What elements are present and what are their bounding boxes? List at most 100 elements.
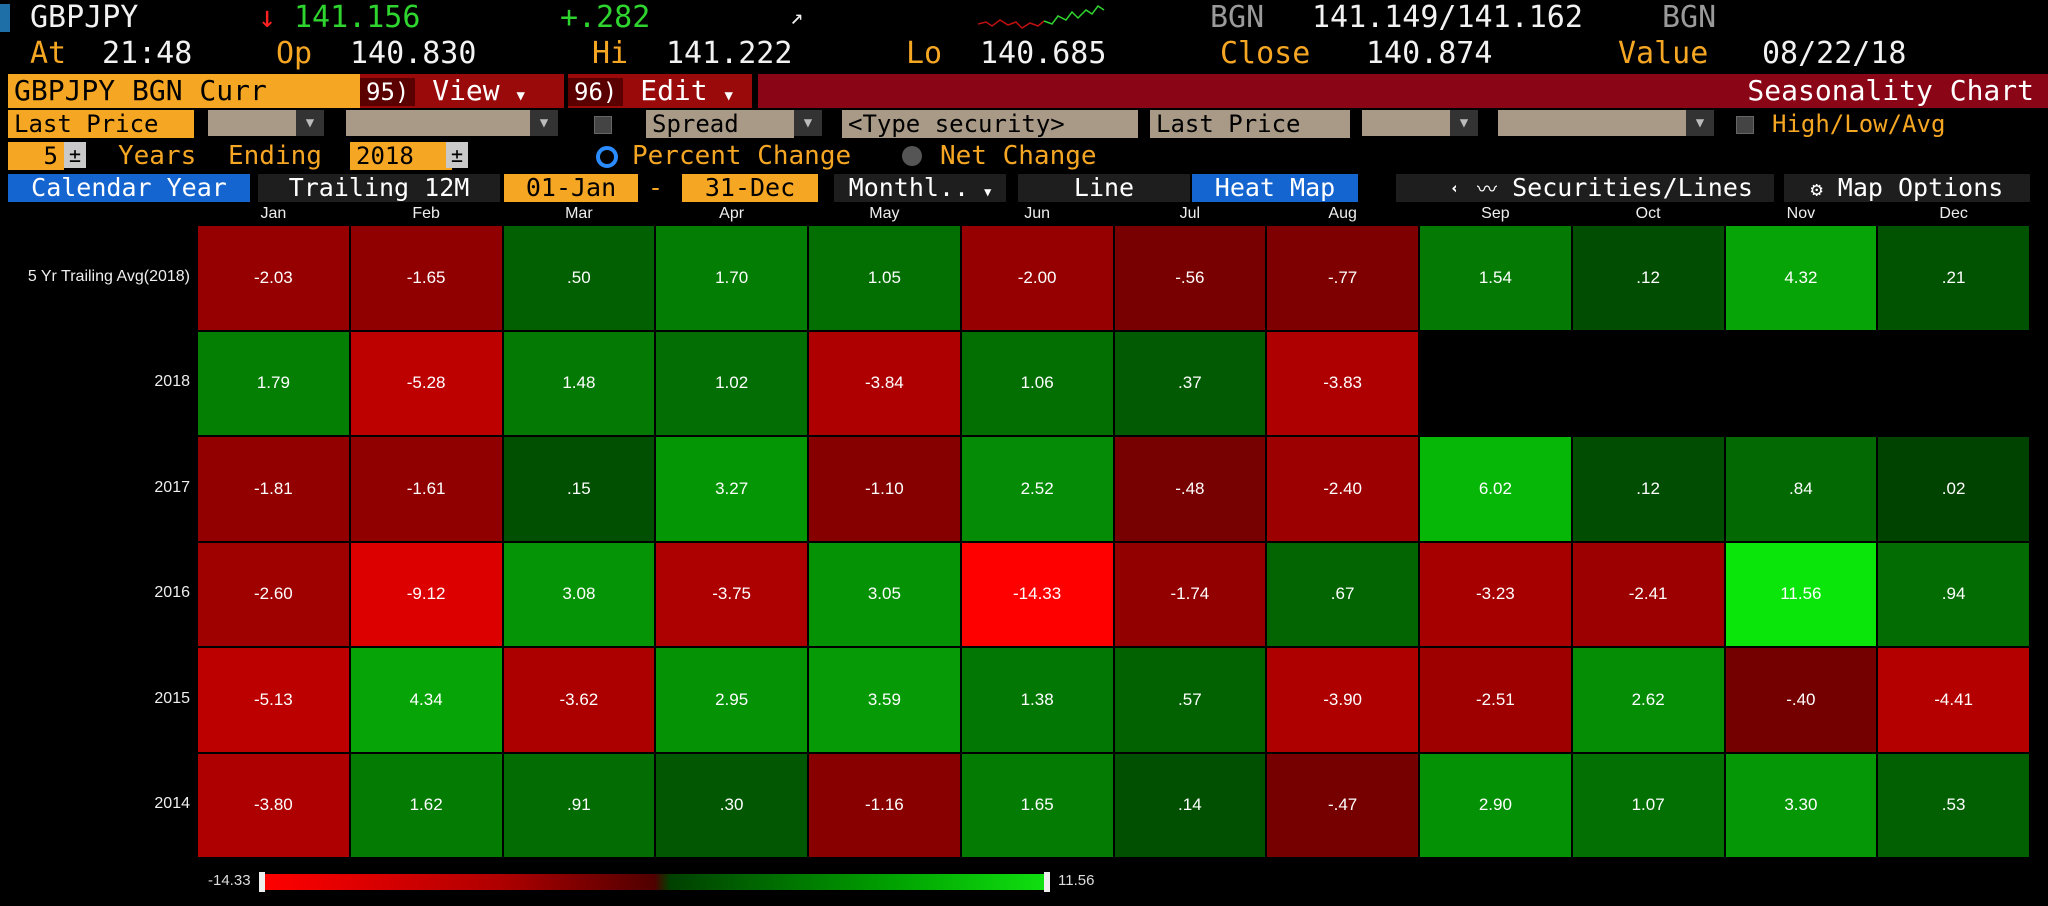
heatmap-cell[interactable]: -1.65 — [349, 225, 503, 331]
net-change-radio[interactable] — [902, 146, 922, 166]
heatmap-cell[interactable]: -.47 — [1266, 752, 1419, 858]
chevron-down-icon[interactable]: ▼ — [794, 110, 822, 136]
heatmap-cell[interactable]: -3.84 — [808, 330, 961, 436]
map-options-button[interactable]: ⚙ Map Options — [1784, 174, 2030, 202]
heatmap-cell[interactable]: -1.61 — [349, 436, 503, 542]
ending-year-input[interactable]: 2018 — [350, 142, 452, 170]
end-date-input[interactable]: 31-Dec — [682, 174, 818, 202]
heatmap-cell[interactable]: 1.70 — [655, 225, 808, 331]
heatmap-cell[interactable]: .84 — [1724, 436, 1878, 542]
heatmap-cell[interactable]: -2.60 — [197, 541, 350, 647]
heatmap-cell[interactable]: 4.32 — [1724, 225, 1878, 331]
heatmap-cell[interactable]: 3.30 — [1724, 752, 1878, 858]
heatmap-cell[interactable] — [1877, 331, 2030, 437]
heatmap-cell[interactable]: 1.05 — [808, 225, 961, 331]
chevron-down-icon[interactable]: ▼ — [296, 110, 324, 136]
field-param-3[interactable] — [1362, 110, 1458, 136]
heatmap-cell[interactable]: -1.81 — [197, 436, 350, 542]
heatmap-cell[interactable]: -5.28 — [349, 330, 503, 436]
heatmap-cell[interactable]: -.40 — [1724, 647, 1878, 753]
securities-lines-button[interactable]: 〰 Securities/Lines — [1456, 174, 1774, 202]
heatmap-cell[interactable]: -3.90 — [1266, 647, 1419, 753]
heatmap-cell[interactable]: -14.33 — [960, 541, 1114, 647]
trailing-12m-button[interactable]: Trailing 12M — [258, 174, 500, 202]
heatmap-cell[interactable]: -.56 — [1113, 225, 1267, 331]
heatmap-cell[interactable]: .12 — [1571, 225, 1725, 331]
heatmap-cell[interactable]: .15 — [502, 436, 656, 542]
view-menu-button[interactable]: 95) View ▼ — [360, 74, 564, 108]
start-date-input[interactable]: 01-Jan — [504, 174, 638, 202]
heatmap-cell[interactable]: -1.10 — [808, 436, 961, 542]
heatmap-cell[interactable]: -5.13 — [197, 647, 350, 753]
heatmap-cell[interactable]: -3.23 — [1419, 541, 1572, 647]
heatmap-cell[interactable]: .37 — [1113, 330, 1267, 436]
heat-map-button[interactable]: Heat Map — [1192, 174, 1358, 202]
heatmap-cell[interactable]: 1.38 — [960, 647, 1114, 753]
security-field[interactable]: GBPJPY BGN Curr — [8, 74, 362, 108]
heatmap-cell[interactable]: -3.62 — [502, 647, 656, 753]
heatmap-cell[interactable] — [1572, 331, 1725, 437]
heatmap-cell[interactable]: 1.79 — [197, 330, 350, 436]
field-select-2[interactable]: Last Price — [1150, 110, 1350, 138]
heatmap-cell[interactable]: -2.00 — [960, 225, 1114, 331]
scale-min-handle[interactable] — [259, 872, 265, 892]
field-param-1[interactable] — [208, 110, 306, 136]
chevron-down-icon[interactable]: ▼ — [1450, 110, 1478, 136]
field-select-1[interactable]: Last Price — [8, 110, 194, 138]
heatmap-cell[interactable]: 3.05 — [808, 541, 961, 647]
heatmap-cell[interactable]: 2.90 — [1419, 752, 1572, 858]
heatmap-cell[interactable]: .30 — [655, 752, 808, 858]
heatmap-cell[interactable]: 1.48 — [502, 330, 656, 436]
heatmap-cell[interactable]: 11.56 — [1724, 541, 1878, 647]
scale-max-handle[interactable] — [1044, 872, 1050, 892]
heatmap-cell[interactable]: 3.08 — [502, 541, 656, 647]
heatmap-cell[interactable]: -2.41 — [1571, 541, 1725, 647]
period-select[interactable]: Monthl.. ▼ — [834, 174, 1006, 202]
ending-year-spin-icon[interactable]: ± — [446, 142, 468, 168]
calendar-year-button[interactable]: Calendar Year — [8, 174, 250, 202]
high-low-avg-checkbox[interactable] — [1736, 116, 1754, 134]
heatmap-cell[interactable]: 1.54 — [1419, 225, 1572, 331]
heatmap-cell[interactable]: .57 — [1113, 647, 1267, 753]
heatmap-cell[interactable]: -2.51 — [1419, 647, 1572, 753]
heatmap-cell[interactable]: 3.59 — [808, 647, 961, 753]
heatmap-cell[interactable]: 2.62 — [1571, 647, 1725, 753]
heatmap-cell[interactable] — [1725, 331, 1878, 437]
heatmap-cell[interactable]: -9.12 — [349, 541, 503, 647]
heatmap-cell[interactable]: .67 — [1266, 541, 1419, 647]
heatmap-cell[interactable]: 1.06 — [960, 330, 1114, 436]
heatmap-cell[interactable]: 1.07 — [1571, 752, 1725, 858]
heatmap-cell[interactable]: -.48 — [1113, 436, 1267, 542]
heatmap-cell[interactable]: -1.16 — [808, 752, 961, 858]
heatmap-cell[interactable]: .14 — [1113, 752, 1267, 858]
heatmap-cell[interactable]: .21 — [1877, 225, 2030, 331]
chevron-down-icon[interactable]: ▼ — [1686, 110, 1714, 136]
heatmap-cell[interactable]: -3.80 — [197, 752, 350, 858]
heatmap-cell[interactable]: -4.41 — [1877, 647, 2030, 753]
line-button[interactable]: Line — [1018, 174, 1190, 202]
heatmap-cell[interactable]: 2.95 — [655, 647, 808, 753]
heatmap-cell[interactable]: -2.03 — [197, 225, 350, 331]
heatmap-cell[interactable]: .50 — [502, 225, 656, 331]
heatmap-cell[interactable]: 6.02 — [1419, 436, 1572, 542]
heatmap-cell[interactable]: -2.40 — [1266, 436, 1419, 542]
heatmap-cell[interactable]: 2.52 — [960, 436, 1114, 542]
field-param-4[interactable] — [1498, 110, 1694, 136]
years-spin-icon[interactable]: ± — [64, 142, 86, 168]
percent-change-radio[interactable] — [596, 146, 618, 168]
heatmap-cell[interactable]: 3.27 — [655, 436, 808, 542]
edit-menu-button[interactable]: 96) Edit ▼ — [568, 74, 752, 108]
heatmap-cell[interactable]: .02 — [1877, 436, 2030, 542]
heatmap-cell[interactable]: 1.02 — [655, 330, 808, 436]
heatmap-cell[interactable]: .12 — [1571, 436, 1725, 542]
heatmap-cell[interactable]: .91 — [502, 752, 656, 858]
spread-select[interactable]: Spread — [646, 110, 794, 138]
years-count-input[interactable]: 5 — [8, 142, 64, 170]
heatmap-cell[interactable]: -3.75 — [655, 541, 808, 647]
heatmap-cell[interactable]: -3.83 — [1266, 330, 1419, 436]
heatmap-cell[interactable]: .94 — [1877, 541, 2030, 647]
heatmap-cell[interactable]: -1.74 — [1113, 541, 1267, 647]
chevron-down-icon[interactable]: ▼ — [530, 110, 558, 136]
type-security-input[interactable]: <Type security> — [842, 110, 1138, 138]
heatmap-cell[interactable]: .53 — [1877, 752, 2030, 858]
